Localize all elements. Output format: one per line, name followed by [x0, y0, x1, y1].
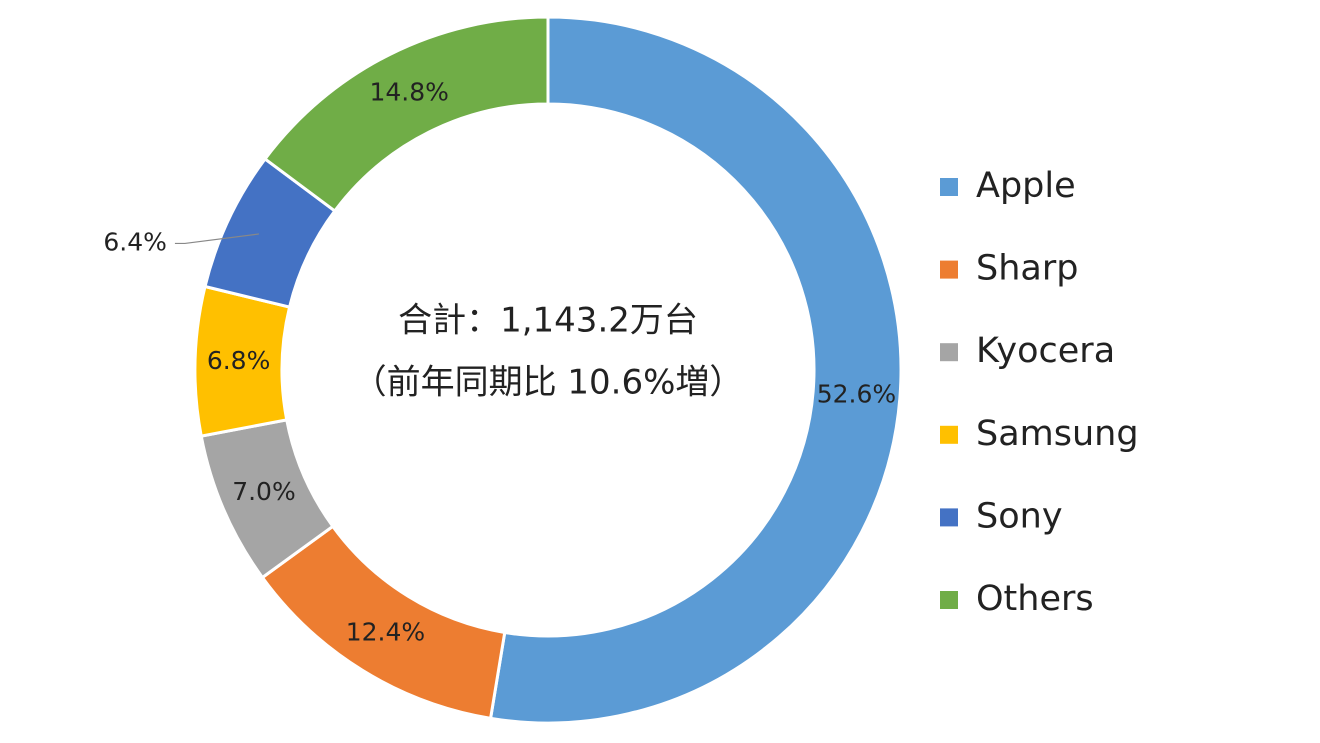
legend-swatch	[940, 508, 958, 527]
legend-swatch	[940, 591, 958, 609]
legend-label: Apple	[976, 166, 1076, 206]
data-label: 12.4%	[346, 617, 425, 646]
annotation: 合計：1,143.2万台	[398, 301, 698, 341]
annotation: （前年同期比 10.6%増）	[353, 363, 744, 403]
data-label: 6.4%	[103, 227, 167, 256]
donut-segment	[488, 15, 903, 725]
data-label: 6.8%	[207, 346, 271, 375]
leader-line	[174, 233, 259, 245]
legend-label: Others	[976, 579, 1094, 619]
data-label: 14.8%	[370, 77, 449, 106]
legend-label: Kyocera	[976, 331, 1115, 371]
data-label: 52.6%	[817, 379, 896, 408]
legend-swatch	[940, 260, 958, 279]
legend-swatch	[940, 178, 958, 196]
legend-label: Sony	[976, 496, 1063, 536]
data-label: 7.0%	[232, 477, 296, 506]
legend-swatch	[940, 343, 958, 362]
donut-segment	[262, 15, 550, 214]
legend-label: Sharp	[976, 249, 1078, 289]
legend-swatch	[940, 425, 958, 444]
legend-label: Samsung	[976, 414, 1139, 454]
